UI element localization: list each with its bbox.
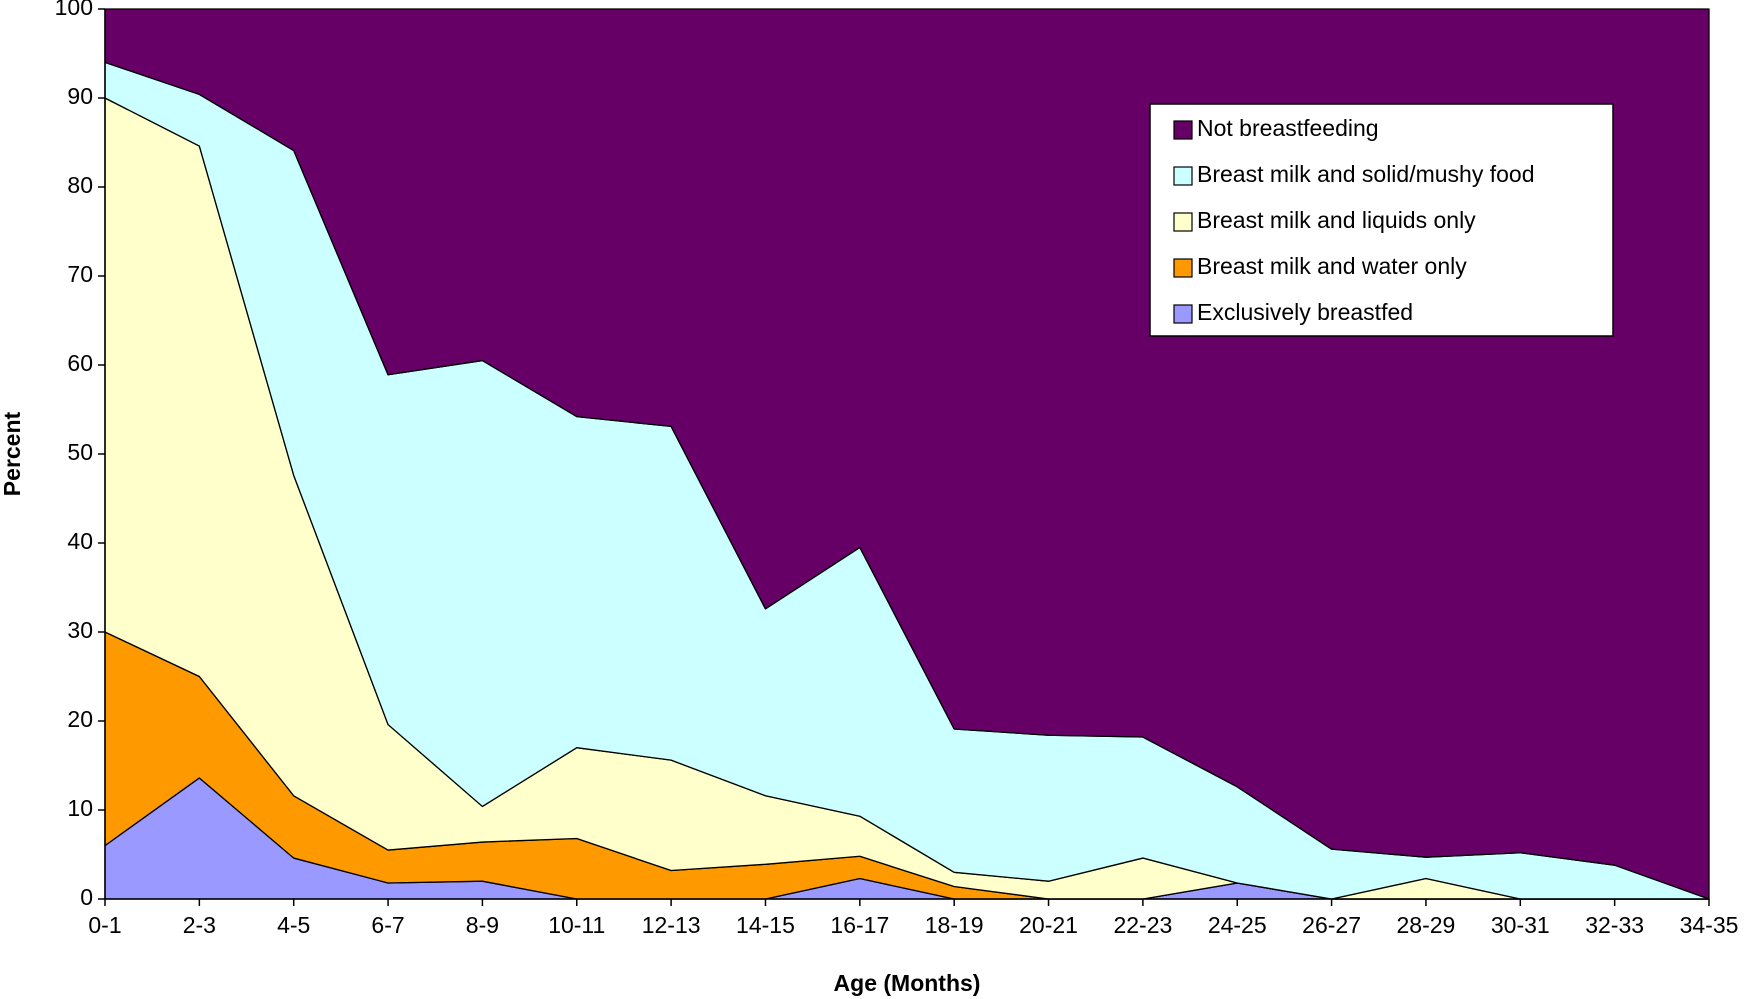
y-tick-label: 100 bbox=[55, 0, 93, 20]
x-tick-label: 2-3 bbox=[183, 912, 216, 938]
y-axis-title: Percent bbox=[0, 411, 25, 496]
y-tick-label: 10 bbox=[67, 795, 93, 821]
legend-swatch bbox=[1173, 166, 1193, 186]
y-tick-label: 80 bbox=[67, 172, 93, 198]
legend-swatch bbox=[1173, 212, 1193, 232]
legend-label: Not breastfeeding bbox=[1197, 115, 1379, 141]
x-tick-label: 22-23 bbox=[1113, 912, 1172, 938]
x-tick-label: 30-31 bbox=[1491, 912, 1550, 938]
legend-swatch bbox=[1173, 120, 1193, 140]
y-tick-label: 30 bbox=[67, 617, 93, 643]
x-tick-label: 24-25 bbox=[1208, 912, 1267, 938]
legend-label: Breast milk and liquids only bbox=[1197, 207, 1476, 233]
x-tick-label: 32-33 bbox=[1585, 912, 1644, 938]
y-tick-label: 70 bbox=[67, 261, 93, 287]
x-tick-label: 28-29 bbox=[1397, 912, 1456, 938]
legend-label: Breast milk and water only bbox=[1197, 253, 1467, 279]
x-tick-label: 6-7 bbox=[371, 912, 404, 938]
x-tick-label: 20-21 bbox=[1019, 912, 1078, 938]
legend-label: Exclusively breastfed bbox=[1197, 299, 1413, 325]
x-axis-title: Age (Months) bbox=[834, 970, 981, 996]
x-tick-label: 8-9 bbox=[466, 912, 499, 938]
x-tick-label: 14-15 bbox=[736, 912, 795, 938]
legend-label: Breast milk and solid/mushy food bbox=[1197, 161, 1535, 187]
legend-swatch bbox=[1173, 304, 1193, 324]
x-tick-label: 10-11 bbox=[548, 912, 605, 938]
y-tick-label: 40 bbox=[67, 528, 93, 554]
legend-swatch bbox=[1173, 258, 1193, 278]
x-tick-label: 12-13 bbox=[642, 912, 701, 938]
x-tick-label: 26-27 bbox=[1302, 912, 1361, 938]
x-tick-label: 4-5 bbox=[277, 912, 310, 938]
x-tick-label: 18-19 bbox=[925, 912, 984, 938]
y-tick-label: 90 bbox=[67, 83, 93, 109]
x-tick-label: 0-1 bbox=[88, 912, 121, 938]
y-tick-label: 50 bbox=[67, 439, 93, 465]
y-tick-label: 20 bbox=[67, 706, 93, 732]
x-tick-label: 34-35 bbox=[1680, 912, 1739, 938]
x-tick-label: 16-17 bbox=[830, 912, 889, 938]
y-tick-label: 0 bbox=[80, 884, 93, 910]
legend-box bbox=[1149, 103, 1614, 337]
y-tick-label: 60 bbox=[67, 350, 93, 376]
